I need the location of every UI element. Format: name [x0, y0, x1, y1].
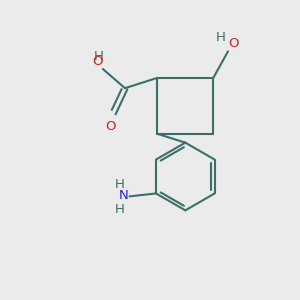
- Text: H: H: [216, 31, 226, 44]
- Text: H: H: [114, 203, 124, 216]
- Text: N: N: [118, 189, 128, 202]
- Text: H: H: [114, 178, 124, 191]
- Text: H: H: [94, 50, 103, 63]
- Text: O: O: [228, 37, 238, 50]
- Text: O: O: [92, 56, 102, 68]
- Text: O: O: [105, 120, 116, 133]
